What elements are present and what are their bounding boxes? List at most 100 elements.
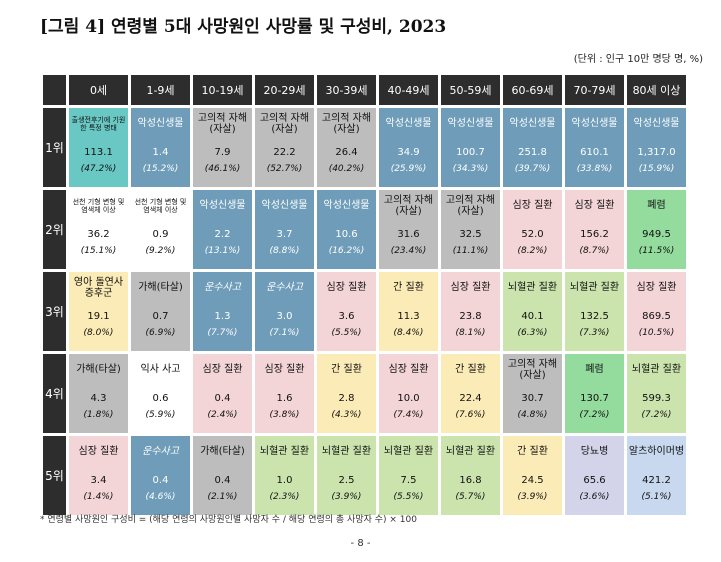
composition-ratio: (23.4%) [390, 246, 427, 256]
death-rate: 7.5 [400, 474, 417, 486]
composition-ratio: (15.9%) [638, 164, 675, 174]
col-header: 80세 이상 [624, 72, 689, 108]
col-header: 10-19세 [190, 72, 255, 108]
cause-name: 고의적 자해(자살) [445, 194, 496, 218]
cause-cell: 당뇨병 65.6 (3.6%) [562, 433, 627, 518]
cause-name: 간 질환 [393, 282, 424, 294]
cause-cell: 심장 질환 10.0 (7.4%) [376, 351, 441, 436]
cause-name: 심장 질환 [636, 282, 677, 294]
cause-name: 악성신생물 [571, 118, 618, 130]
rank-label: 1위 [40, 105, 69, 190]
death-rate: 949.5 [642, 228, 671, 240]
composition-ratio: (8.4%) [393, 328, 424, 338]
death-rate: 130.7 [580, 392, 609, 404]
cause-name: 심장 질환 [574, 200, 615, 212]
col-header: 40-49세 [376, 72, 441, 108]
col-header: 60-69세 [500, 72, 565, 108]
composition-ratio: (15.2%) [142, 164, 179, 174]
cause-cell: 출생전후기에 기원한 특정 병태 113.1 (47.2%) [66, 105, 131, 190]
cause-cell: 심장 질환 3.6 (5.5%) [314, 269, 379, 354]
composition-ratio: (5.5%) [393, 492, 424, 502]
composition-ratio: (16.2%) [328, 246, 365, 256]
cause-name: 뇌혈관 질환 [445, 446, 496, 458]
cause-cell: 뇌혈관 질환 2.5 (3.9%) [314, 433, 379, 518]
unit-note: (단위 : 인구 10만 명당 명, %) [573, 54, 703, 65]
death-rate: 869.5 [642, 310, 671, 322]
cause-cell: 악성신생물 1.4 (15.2%) [128, 105, 193, 190]
cause-name: 선천 기형 변형 및 염색체 이상 [72, 197, 125, 214]
cause-cell: 악성신생물 100.7 (34.3%) [438, 105, 503, 190]
cause-cell: 악성신생물 610.1 (33.8%) [562, 105, 627, 190]
cause-cell: 가해(타살) 0.7 (6.9%) [128, 269, 193, 354]
cause-cell: 뇌혈관 질환 40.1 (6.3%) [500, 269, 565, 354]
cause-cell: 고의적 자해(자살) 30.7 (4.8%) [500, 351, 565, 436]
composition-ratio: (3.6%) [579, 492, 610, 502]
cause-cell: 폐렴 949.5 (11.5%) [624, 187, 689, 272]
cause-name: 운수사고 [204, 282, 241, 294]
composition-ratio: (4.8%) [517, 410, 548, 420]
cause-name: 고의적 자해(자살) [321, 112, 372, 136]
composition-ratio: (7.7%) [207, 328, 238, 338]
cause-cell: 선천 기형 변형 및 염색체 이상 0.9 (9.2%) [128, 187, 193, 272]
rank-row: 3위 영아 돌연사 증후군 19.1 (8.0%) 가해(타살) 0.7 (6.9%) 운수사… [40, 269, 689, 354]
composition-ratio: (2.4%) [207, 410, 238, 420]
death-rate: 132.5 [580, 310, 609, 322]
cause-name: 악성신생물 [199, 200, 246, 212]
cause-name: 간 질환 [517, 446, 548, 458]
cause-cell: 뇌혈관 질환 1.0 (2.3%) [252, 433, 317, 518]
death-rate: 421.2 [642, 474, 671, 486]
cause-name: 간 질환 [455, 364, 486, 376]
cause-cell: 뇌혈관 질환 7.5 (5.5%) [376, 433, 441, 518]
cause-cell: 고의적 자해(자살) 26.4 (40.2%) [314, 105, 379, 190]
composition-ratio: (52.7%) [266, 164, 303, 174]
death-rate: 0.6 [152, 392, 169, 404]
col-header: 1-9세 [128, 72, 193, 108]
composition-ratio: (6.3%) [517, 328, 548, 338]
composition-ratio: (11.1%) [452, 246, 489, 256]
cause-name: 가해(타살) [200, 446, 245, 458]
composition-ratio: (7.6%) [455, 410, 486, 420]
death-rate: 610.1 [580, 146, 609, 158]
composition-ratio: (2.1%) [207, 492, 238, 502]
composition-ratio: (3.9%) [331, 492, 362, 502]
cause-name: 출생전후기에 기원한 특정 병태 [71, 115, 126, 132]
col-header: 70-79세 [562, 72, 627, 108]
composition-ratio: (4.3%) [331, 410, 362, 420]
cause-cell: 고의적 자해(자살) 32.5 (11.1%) [438, 187, 503, 272]
death-rate: 1.0 [276, 474, 293, 486]
death-rate: 1.3 [214, 310, 231, 322]
cause-name: 익사 사고 [140, 364, 181, 376]
death-rate: 19.1 [87, 310, 110, 322]
cause-name: 심장 질환 [78, 446, 119, 458]
cause-name: 뇌혈관 질환 [383, 446, 434, 458]
death-rate: 24.5 [521, 474, 544, 486]
composition-ratio: (8.2%) [517, 246, 548, 256]
composition-ratio: (3.9%) [517, 492, 548, 502]
cause-name: 고의적 자해(자살) [259, 112, 310, 136]
death-rate: 156.2 [580, 228, 609, 240]
col-header: 50-59세 [438, 72, 503, 108]
death-rate: 36.2 [87, 228, 110, 240]
death-rate: 4.3 [90, 392, 107, 404]
composition-ratio: (5.1%) [641, 492, 672, 502]
cause-name: 심장 질환 [450, 282, 491, 294]
cause-name: 심장 질환 [388, 364, 429, 376]
composition-ratio: (1.4%) [83, 492, 114, 502]
death-rate: 16.8 [459, 474, 482, 486]
death-rate: 0.4 [214, 474, 231, 486]
cause-name: 악성신생물 [137, 118, 184, 130]
cause-name: 악성신생물 [385, 118, 432, 130]
cause-name: 뇌혈관 질환 [321, 446, 372, 458]
composition-ratio: (46.1%) [204, 164, 241, 174]
death-rate: 65.6 [583, 474, 606, 486]
death-rate: 3.0 [276, 310, 293, 322]
cause-cell: 악성신생물 10.6 (16.2%) [314, 187, 379, 272]
cause-cell: 뇌혈관 질환 599.3 (7.2%) [624, 351, 689, 436]
footnote: * 연령별 사망원인 구성비 = (해당 연령의 사망원인별 사망자 수 / 해… [40, 515, 417, 525]
death-rate: 2.5 [338, 474, 355, 486]
page-number: - 8 - [350, 538, 371, 549]
death-rate: 7.9 [214, 146, 231, 158]
cause-name: 뇌혈관 질환 [259, 446, 310, 458]
figure-title: [그림 4] 연령별 5대 사망원인 사망률 및 구성비, 2023 [40, 17, 447, 37]
death-rate: 30.7 [521, 392, 544, 404]
